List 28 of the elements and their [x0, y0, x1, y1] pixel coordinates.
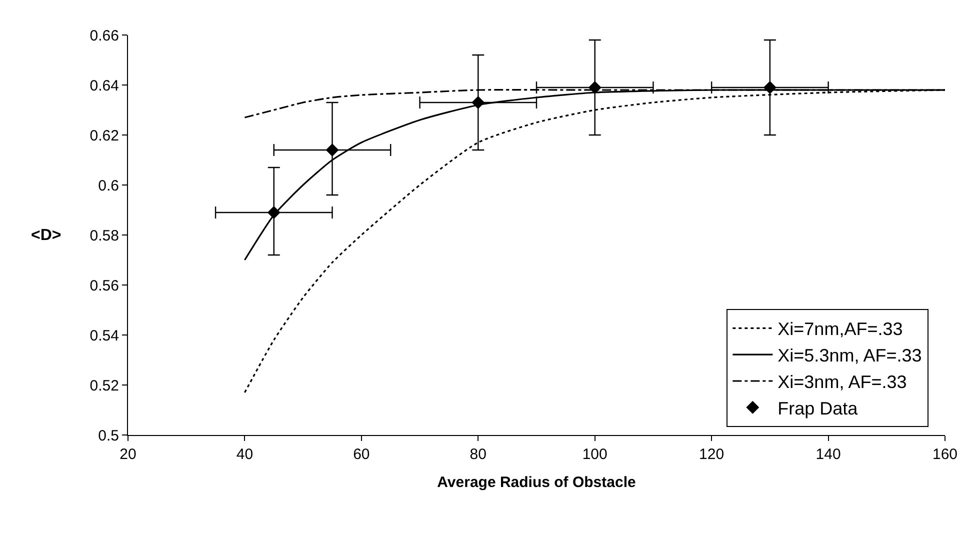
x-tick-label: 40	[236, 446, 254, 463]
point	[763, 81, 776, 94]
x-tick-label: 140	[816, 446, 841, 463]
point	[267, 206, 280, 219]
x-axis-title: Average Radius of Obstacle	[437, 474, 636, 491]
x-tick-label: 20	[120, 446, 136, 463]
legend-label: Xi=5.3nm, AF=.33	[778, 346, 922, 366]
x-tick-label: 60	[353, 446, 370, 463]
y-tick-label: 0.6	[98, 177, 119, 194]
y-axis-title: <D>	[31, 227, 62, 244]
x-tick-label: 100	[582, 446, 608, 463]
y-tick-label: 0.5	[98, 427, 119, 444]
y-tick-label: 0.52	[90, 377, 119, 394]
x-tick-label: 160	[932, 446, 958, 463]
y-tick-label: 0.54	[90, 327, 119, 344]
x-tick-label: 80	[470, 446, 486, 463]
legend-label: Xi=7nm,AF=.33	[778, 319, 903, 340]
y-tick-label: 0.66	[90, 27, 119, 44]
x-tick-label: 120	[699, 446, 724, 463]
y-tick-label: 0.64	[90, 77, 119, 94]
point	[472, 96, 485, 109]
y-tick-label: 0.62	[90, 127, 119, 144]
legend-label: Xi=3nm, AF=.33	[778, 372, 907, 392]
legend-label: Frap Data	[778, 398, 859, 418]
y-tick-label: 0.58	[90, 227, 119, 244]
y-tick-label: 0.56	[90, 277, 119, 294]
point	[326, 144, 339, 156]
point	[588, 81, 602, 94]
